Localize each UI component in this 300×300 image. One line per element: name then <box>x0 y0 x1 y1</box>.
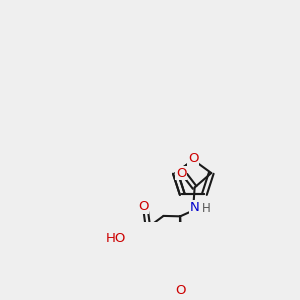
Text: O: O <box>138 200 149 213</box>
Text: O: O <box>176 167 187 179</box>
Text: O: O <box>188 152 199 165</box>
Text: H: H <box>202 202 211 215</box>
Text: N: N <box>190 201 200 214</box>
Text: HO: HO <box>105 232 126 245</box>
Text: O: O <box>176 284 186 297</box>
